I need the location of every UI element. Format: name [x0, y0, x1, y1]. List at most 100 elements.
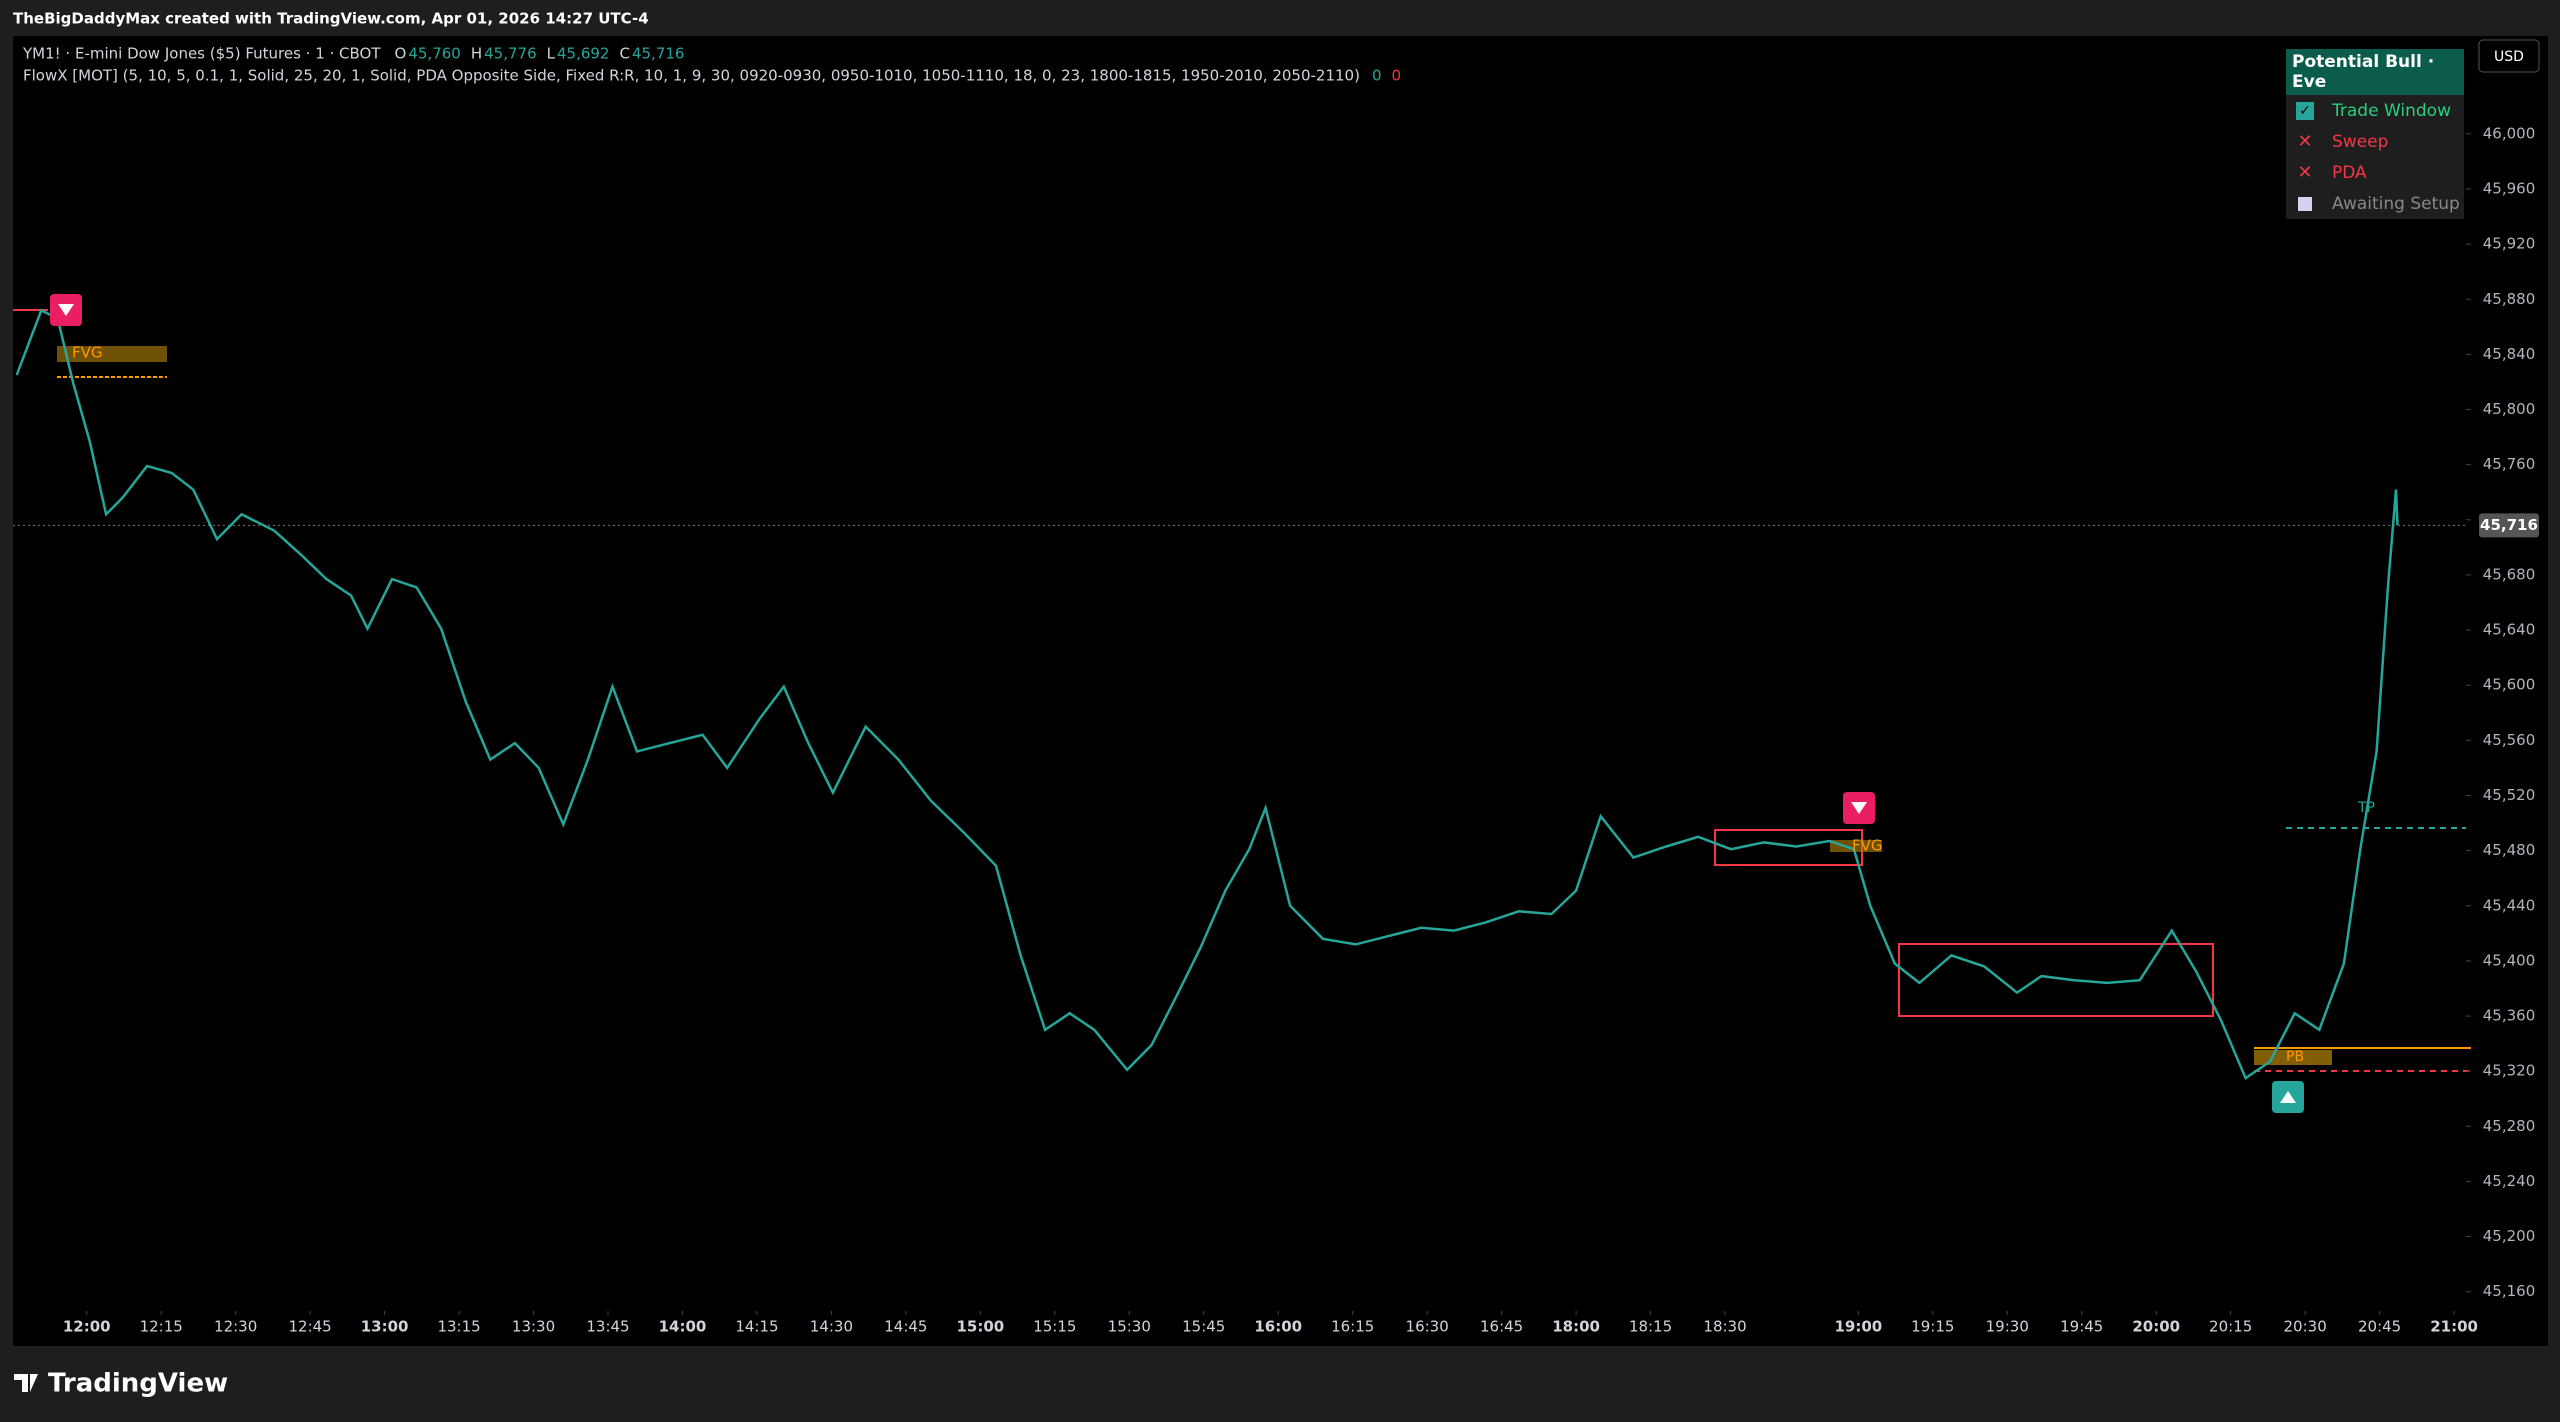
panel-item: Awaiting Setup: [2332, 193, 2460, 214]
x-tick-label: 19:45: [2060, 1318, 2103, 1336]
annotation: PB: [2286, 1049, 2304, 1065]
x-tick-label: 12:45: [289, 1318, 332, 1336]
panel-item: Trade Window: [2332, 100, 2451, 121]
annotation: TP: [2357, 800, 2375, 816]
x-tick-label: 13:45: [586, 1318, 629, 1336]
time-axis: [13, 1311, 2466, 1346]
symbol: YM1! · E-mini Dow Jones ($5) Futures · 1…: [22, 45, 381, 63]
panel-title: Potential Bull · Eve: [2286, 49, 2464, 95]
sell-arrow: [58, 304, 74, 316]
legend: YM1! · E-mini Dow Jones ($5) Futures · 1…: [22, 45, 1401, 85]
x-tick-label: 19:30: [1986, 1318, 2029, 1336]
x-tick-label: 19:00: [1834, 1318, 1882, 1336]
cross-icon: ✕: [2297, 131, 2313, 152]
status-panel: Potential Bull · Eve ✓ Trade Window ✕ Swee…: [2286, 49, 2464, 219]
x-tick-label: 21:00: [2430, 1318, 2478, 1336]
x-tick-label: 19:15: [1911, 1318, 1954, 1336]
cross-icon: ✕: [2297, 162, 2313, 183]
panel-row: Awaiting Setup: [2286, 188, 2464, 219]
y-tick-label: 45,440: [2483, 896, 2536, 914]
x-tick-label: 14:30: [810, 1318, 853, 1336]
panel-item: PDA: [2332, 162, 2367, 183]
watermark: TheBigDaddyMax created with TradingView.…: [13, 10, 649, 28]
y-tick-label: 45,480: [2483, 841, 2536, 859]
x-tick-label: 16:00: [1254, 1318, 1302, 1336]
x-tick-label: 13:15: [437, 1318, 480, 1336]
y-tick-label: 45,640: [2483, 621, 2536, 639]
y-tick-label: 45,200: [2483, 1227, 2536, 1245]
x-tick-label: 16:15: [1331, 1318, 1374, 1336]
indicator: FlowX [MOT] (5, 10, 5, 0.1, 1, Solid, 25…: [23, 67, 1360, 85]
x-tick-label: 12:00: [63, 1318, 111, 1336]
x-tick-label: 13:30: [512, 1318, 555, 1336]
ohlc-value: 45,692: [557, 45, 610, 63]
panel-row: ✕ Sweep: [2286, 126, 2464, 157]
x-tick-label: 12:15: [140, 1318, 183, 1336]
currency-box[interactable]: [2478, 39, 2540, 73]
y-tick-label: 45,400: [2483, 951, 2536, 969]
x-tick-label: 18:15: [1629, 1318, 1672, 1336]
y-tick-label: 45,600: [2483, 676, 2536, 694]
y-tick-label: 45,960: [2483, 180, 2536, 198]
ohlc-value: 45,760: [408, 45, 461, 63]
x-tick-label: 15:00: [956, 1318, 1004, 1336]
x-tick-label: 16:30: [1406, 1318, 1449, 1336]
price-axis: [2466, 36, 2548, 1346]
check-icon: ✓: [2296, 101, 2314, 120]
x-tick-label: 15:15: [1033, 1318, 1076, 1336]
plot: [13, 133, 2471, 1315]
x-tick-label: 18:00: [1552, 1318, 1600, 1336]
y-tick-label: 45,800: [2483, 400, 2536, 418]
y-tick-label: 45,880: [2483, 290, 2536, 308]
x-tick-label: 15:30: [1108, 1318, 1151, 1336]
square: [2298, 196, 2312, 211]
fvg-zone: [57, 346, 167, 362]
x-tick-label: 20:15: [2209, 1318, 2252, 1336]
x-tick-label: 14:45: [884, 1318, 927, 1336]
x-tick-label: 16:45: [1480, 1318, 1523, 1336]
brand-logo: [14, 1374, 38, 1392]
panel-row: ✓ Trade Window: [2286, 95, 2464, 126]
ohlc-key: C: [619, 45, 629, 63]
x-tick-label: 13:00: [361, 1318, 409, 1336]
ohlc-key: L: [547, 45, 556, 63]
sell-arrow: [1851, 802, 1867, 814]
buy-arrow: [2280, 1091, 2296, 1103]
y-tick-label: 45,280: [2483, 1117, 2536, 1135]
y-tick-label: 45,160: [2483, 1282, 2536, 1300]
signals: FVG FVG TP PB: [50, 294, 2375, 1113]
x-tick-label: 18:30: [1703, 1318, 1746, 1336]
x-tick-label: 20:00: [2132, 1318, 2180, 1336]
ohlc-key: O: [395, 45, 407, 63]
brand: TradingView: [48, 1369, 228, 1399]
indicator-value: 0: [1392, 67, 1402, 85]
y-tick-label: 45,520: [2483, 786, 2536, 804]
y-tick-label: 45,240: [2483, 1172, 2536, 1190]
plot-area: [13, 36, 2466, 1311]
x-tick-label: 15:45: [1182, 1318, 1225, 1336]
ohlc-key: H: [471, 45, 482, 63]
last-price-box: [2479, 513, 2539, 538]
range-box: [1898, 943, 2214, 1017]
ohlc-value: 45,716: [632, 45, 685, 63]
y-tick-label: 45,760: [2483, 455, 2536, 473]
y-tick-label: 45,560: [2483, 731, 2536, 749]
panel-row: ✕ PDA: [2286, 157, 2464, 188]
x-tick-label: 20:30: [2284, 1318, 2327, 1336]
x-tick-label: 12:30: [214, 1318, 257, 1336]
annotation: FVG: [1852, 837, 1883, 855]
square-icon: [2296, 195, 2314, 213]
x-tick-label: 14:00: [659, 1318, 707, 1336]
indicator-value: 0: [1372, 67, 1382, 85]
currency[interactable]: USD: [2494, 49, 2524, 65]
y-tick-label: 45,920: [2483, 235, 2536, 253]
ohlc-value: 45,776: [484, 45, 537, 63]
y-tick-label: 45,360: [2483, 1007, 2536, 1025]
last-price-label: 45,716: [2480, 516, 2538, 534]
x-tick-label: 14:15: [735, 1318, 778, 1336]
fvg-zone: [1830, 840, 1882, 852]
x-tick-label: 20:45: [2358, 1318, 2401, 1336]
price-line: [15, 308, 2399, 1080]
